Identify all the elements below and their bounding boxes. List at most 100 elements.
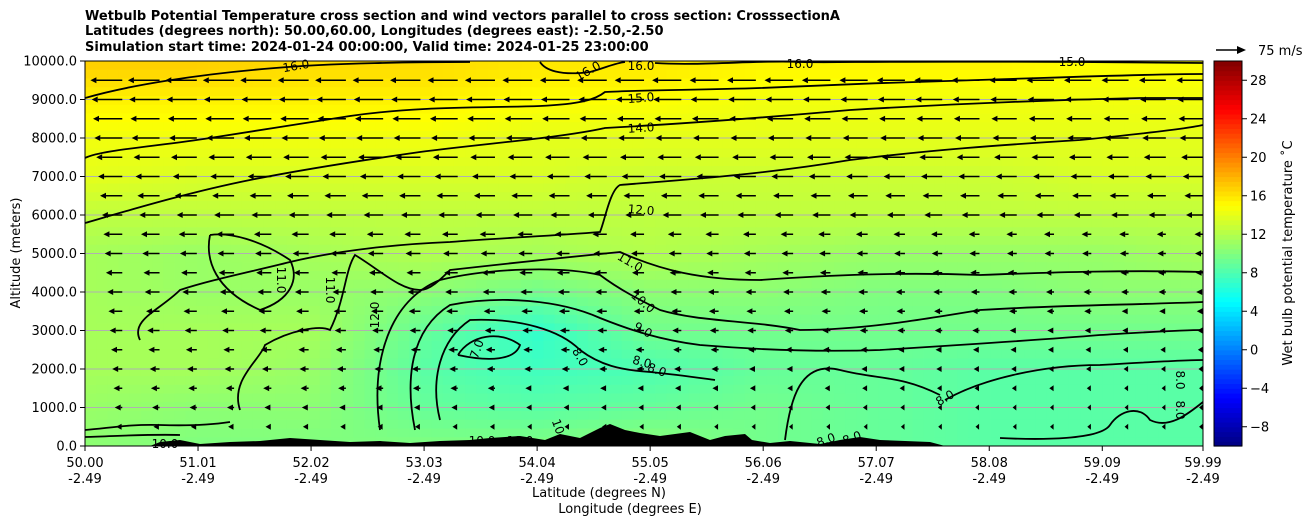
field-cell bbox=[219, 297, 231, 307]
field-cell bbox=[711, 131, 723, 141]
field-cell bbox=[185, 236, 198, 246]
field-cell bbox=[364, 323, 377, 333]
field-cell bbox=[845, 411, 858, 421]
field-cell bbox=[252, 157, 265, 167]
wind-vector-head bbox=[373, 346, 380, 353]
field-cell bbox=[353, 87, 366, 97]
field-cell bbox=[1091, 244, 1103, 255]
field-cell bbox=[789, 428, 802, 438]
field-cell bbox=[96, 253, 108, 263]
field-cell bbox=[375, 96, 388, 106]
field-cell bbox=[96, 122, 108, 132]
field-cell bbox=[241, 87, 254, 97]
field-cell bbox=[923, 279, 936, 290]
field-cell bbox=[431, 244, 444, 255]
field-cell bbox=[912, 192, 925, 202]
field-cell bbox=[811, 437, 824, 446]
field-cell bbox=[1091, 87, 1103, 97]
field-cell bbox=[286, 139, 299, 150]
field-cell bbox=[398, 306, 410, 316]
field-cell bbox=[1147, 306, 1159, 316]
field-cell bbox=[196, 411, 209, 421]
field-cell bbox=[599, 341, 612, 351]
field-cell bbox=[834, 393, 846, 403]
wind-vector-head bbox=[601, 404, 607, 411]
field-cell bbox=[755, 402, 768, 412]
field-cell bbox=[1102, 323, 1115, 333]
field-cell bbox=[655, 244, 667, 255]
field-cell bbox=[1068, 61, 1081, 71]
field-cell bbox=[945, 393, 958, 403]
field-cell bbox=[1180, 104, 1193, 115]
field-cell bbox=[1080, 87, 1092, 97]
field-cell bbox=[834, 358, 846, 368]
field-cell bbox=[1035, 358, 1048, 368]
field-cell bbox=[699, 367, 712, 377]
field-cell bbox=[856, 122, 869, 132]
field-cell bbox=[420, 288, 433, 298]
field-cell bbox=[1091, 157, 1103, 167]
field-cell bbox=[688, 139, 701, 150]
field-cell bbox=[621, 332, 634, 342]
field-cell bbox=[543, 227, 556, 237]
contour-line bbox=[137, 124, 1203, 341]
field-cell bbox=[923, 341, 936, 351]
field-cell bbox=[711, 393, 723, 403]
field-cell bbox=[1091, 227, 1103, 237]
field-cell bbox=[1124, 174, 1137, 185]
field-cell bbox=[901, 314, 913, 325]
field-cell bbox=[431, 358, 444, 368]
field-cell bbox=[85, 61, 97, 71]
wind-vector-head bbox=[744, 269, 751, 276]
field-cell bbox=[878, 341, 891, 351]
field-cell bbox=[386, 306, 399, 316]
field-cell bbox=[521, 314, 533, 325]
field-cell bbox=[129, 341, 142, 351]
field-cell bbox=[543, 288, 556, 298]
field-cell bbox=[509, 323, 522, 333]
field-cell bbox=[856, 297, 869, 307]
field-cell bbox=[532, 244, 544, 255]
field-cell bbox=[129, 218, 142, 228]
field-cell bbox=[677, 218, 690, 228]
field-cell bbox=[185, 201, 198, 211]
field-cell bbox=[1080, 139, 1092, 150]
field-cell bbox=[219, 393, 231, 403]
field-cell bbox=[699, 253, 712, 263]
field-cell bbox=[811, 69, 824, 80]
field-cell bbox=[1012, 279, 1025, 290]
wind-vector-head bbox=[183, 308, 190, 315]
field-cell bbox=[733, 104, 746, 115]
field-cell bbox=[968, 393, 980, 403]
wind-vector-head bbox=[895, 269, 901, 276]
field-cell bbox=[509, 297, 522, 307]
field-cell bbox=[1113, 227, 1126, 237]
field-cell bbox=[554, 262, 567, 272]
wind-vector-head bbox=[224, 366, 231, 372]
field-cell bbox=[1124, 148, 1137, 158]
field-cell bbox=[1135, 402, 1148, 412]
field-cell bbox=[85, 253, 97, 263]
field-cell bbox=[744, 253, 757, 263]
field-cell bbox=[442, 227, 455, 237]
field-cell bbox=[766, 402, 779, 412]
field-cell bbox=[923, 131, 936, 141]
field-cell bbox=[409, 314, 421, 325]
field-cell bbox=[476, 122, 489, 132]
field-cell bbox=[498, 174, 511, 185]
wind-vector-head bbox=[673, 346, 680, 353]
field-cell bbox=[453, 139, 466, 150]
field-cell bbox=[465, 244, 477, 255]
field-cell bbox=[722, 253, 735, 263]
field-cell bbox=[945, 78, 958, 88]
field-cell bbox=[990, 419, 1003, 430]
field-cell bbox=[1191, 218, 1203, 228]
field-cell bbox=[722, 323, 735, 333]
wind-vector-head bbox=[332, 289, 339, 295]
field-cell bbox=[968, 323, 980, 333]
wind-vector-head bbox=[291, 231, 298, 238]
field-cell bbox=[957, 253, 969, 263]
field-cell bbox=[1035, 174, 1048, 185]
field-cell bbox=[129, 437, 142, 446]
